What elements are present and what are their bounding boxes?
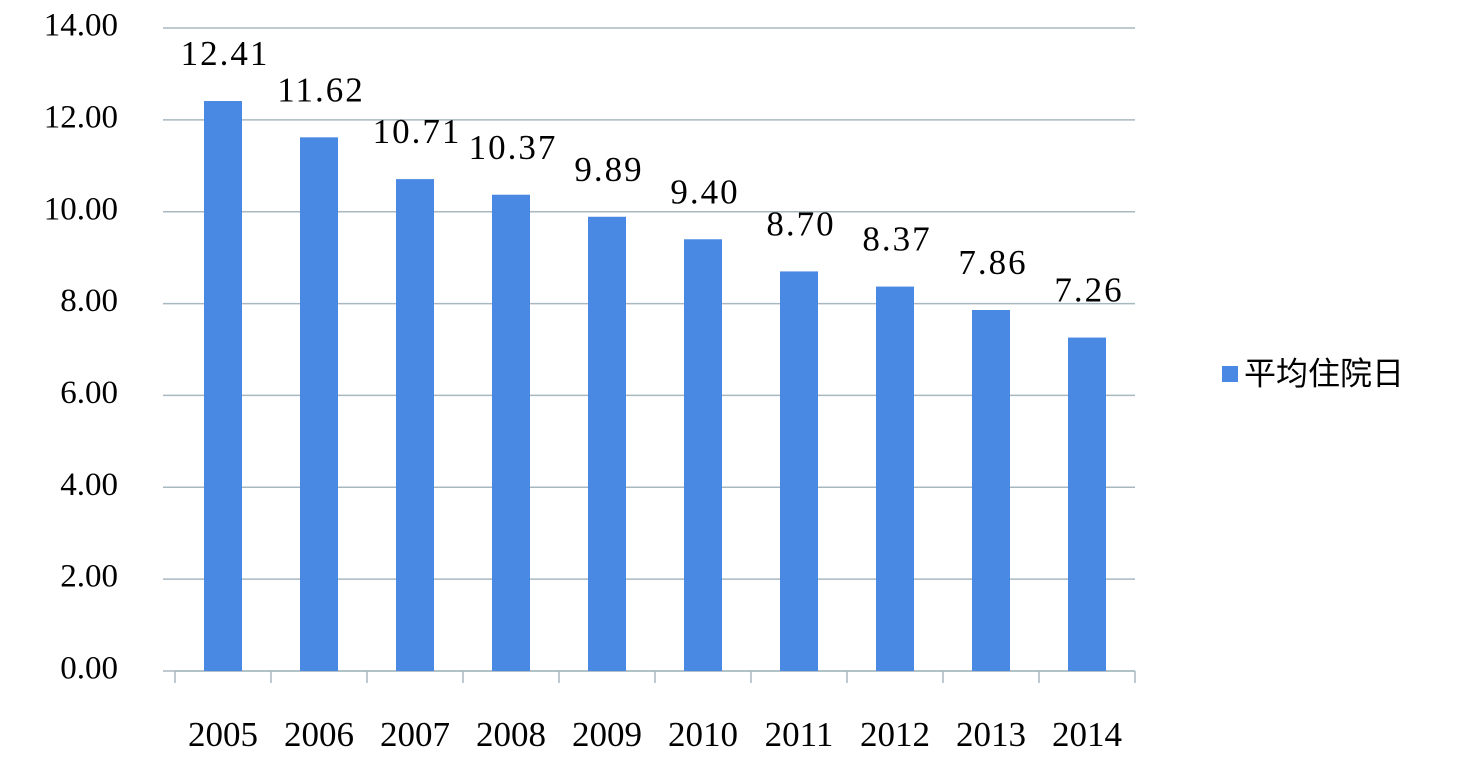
bar [588, 216, 626, 672]
y-tick-label: 6.00 [60, 375, 118, 411]
bar [1068, 337, 1106, 671]
bar [300, 137, 338, 671]
y-tick-label: 14.00 [44, 8, 118, 44]
y-tick-label: 12.00 [44, 99, 118, 135]
y-tick-label: 4.00 [60, 467, 118, 503]
x-tick-label: 2007 [380, 715, 450, 754]
data-label: 10.37 [469, 128, 558, 167]
x-tick-label: 2008 [476, 715, 546, 754]
data-label: 7.26 [1054, 271, 1123, 310]
y-tick-label: 8.00 [60, 283, 118, 319]
data-label: 9.89 [574, 150, 643, 189]
legend-marker [1222, 366, 1238, 382]
legend-label: 平均住院日 [1244, 355, 1404, 391]
x-tick-label: 2006 [284, 715, 354, 754]
data-label: 8.70 [766, 204, 835, 243]
x-tick-label: 2005 [188, 715, 258, 754]
y-tick-label: 2.00 [60, 559, 118, 595]
y-tick-label: 0.00 [60, 651, 118, 687]
data-label: 12.41 [181, 34, 270, 73]
bar [204, 101, 242, 671]
data-label: 9.40 [670, 172, 739, 211]
data-label: 10.71 [373, 112, 462, 151]
x-tick-label: 2013 [956, 715, 1026, 754]
bar [780, 271, 818, 671]
data-label: 8.37 [862, 220, 931, 259]
bar [492, 194, 530, 672]
x-tick-label: 2010 [668, 715, 738, 754]
data-label: 11.62 [277, 70, 364, 109]
bar [876, 286, 914, 671]
bar [684, 239, 722, 671]
data-label: 7.86 [958, 243, 1027, 282]
bar [396, 179, 434, 672]
bar [972, 310, 1010, 671]
x-tick-label: 2012 [860, 715, 930, 754]
x-tick-label: 2014 [1052, 715, 1122, 754]
x-tick-label: 2009 [572, 715, 642, 754]
x-tick-label: 2011 [765, 715, 834, 754]
y-tick-label: 10.00 [44, 191, 118, 227]
